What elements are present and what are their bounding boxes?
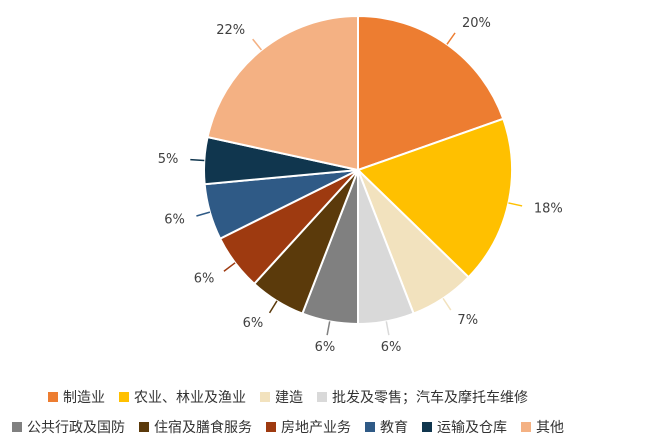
leader-lines (190, 32, 523, 336)
data-label-5: 6% (243, 316, 264, 331)
data-label-8: 5% (158, 152, 179, 167)
legend-swatch (260, 392, 270, 402)
legend-label: 运输及仓库 (437, 420, 507, 436)
leader-line-7 (196, 211, 211, 217)
data-label-0: 20% (462, 16, 491, 31)
leader-line-4 (326, 321, 331, 336)
legend-item-8: 运输及仓库 (422, 417, 507, 437)
pie-slice-1 (356, 117, 513, 279)
legend-swatch (521, 422, 531, 432)
legend: 制造业 农业、林业及渔业 建造 批发及零售；汽车及摩托车维修 公共行政及国防 住宿及膳食… (0, 383, 671, 445)
data-labels: 20% 18% 7% 6% 6% 6% 6% 6% 5% 22% (158, 16, 563, 355)
legend-swatch (422, 422, 432, 432)
legend-label: 住宿及膳食服务 (154, 420, 252, 436)
legend-label: 制造业 (63, 390, 105, 406)
legend-item-4: 公共行政及国防 (12, 417, 125, 437)
pie-slice-9 (206, 14, 359, 172)
data-label-9: 22% (216, 23, 245, 38)
data-label-6: 6% (194, 271, 215, 286)
data-label-2: 7% (457, 313, 478, 328)
data-label-4: 6% (315, 340, 336, 355)
leader-line-3 (385, 321, 390, 336)
leader-line-6 (223, 262, 236, 272)
legend-swatch (365, 422, 375, 432)
legend-swatch (266, 422, 276, 432)
legend-swatch (119, 392, 129, 402)
data-label-3: 6% (381, 340, 402, 355)
legend-swatch (317, 392, 327, 402)
legend-label: 其他 (536, 420, 564, 436)
legend-item-7: 教育 (365, 417, 408, 437)
data-label-7: 6% (164, 212, 185, 227)
legend-label: 建造 (275, 390, 303, 406)
legend-label: 房地产业务 (281, 420, 351, 436)
leader-line-9 (252, 38, 263, 51)
legend-label: 教育 (380, 420, 408, 436)
leader-line-8 (190, 158, 205, 162)
pie-chart: 20% 18% 7% 6% 6% 6% 6% 6% 5% 22% (158, 14, 563, 355)
legend-item-6: 房地产业务 (266, 417, 351, 437)
leader-line-0 (446, 32, 456, 45)
legend-item-3: 批发及零售；汽车及摩托车维修 (317, 387, 528, 407)
legend-item-2: 建造 (260, 387, 303, 407)
legend-row-1: 制造业 农业、林业及渔业 建造 批发及零售；汽车及摩托车维修 (48, 385, 542, 409)
legend-item-9: 其他 (521, 417, 564, 437)
leader-line-1 (508, 202, 523, 207)
leader-line-2 (442, 297, 452, 311)
legend-swatch (48, 392, 58, 402)
legend-label: 批发及零售；汽车及摩托车维修 (332, 390, 528, 406)
data-label-1: 18% (534, 202, 563, 217)
legend-label: 农业、林业及渔业 (134, 390, 246, 406)
leader-line-5 (268, 300, 278, 314)
legend-item-1: 农业、林业及渔业 (119, 387, 246, 407)
pie-slices (203, 14, 513, 326)
legend-label: 公共行政及国防 (27, 420, 125, 436)
legend-swatch (12, 422, 22, 432)
legend-row-2: 公共行政及国防 住宿及膳食服务 房地产业务 教育 运输及仓库 其他 (12, 415, 578, 439)
legend-item-5: 住宿及膳食服务 (139, 417, 252, 437)
legend-item-0: 制造业 (48, 387, 105, 407)
legend-swatch (139, 422, 149, 432)
